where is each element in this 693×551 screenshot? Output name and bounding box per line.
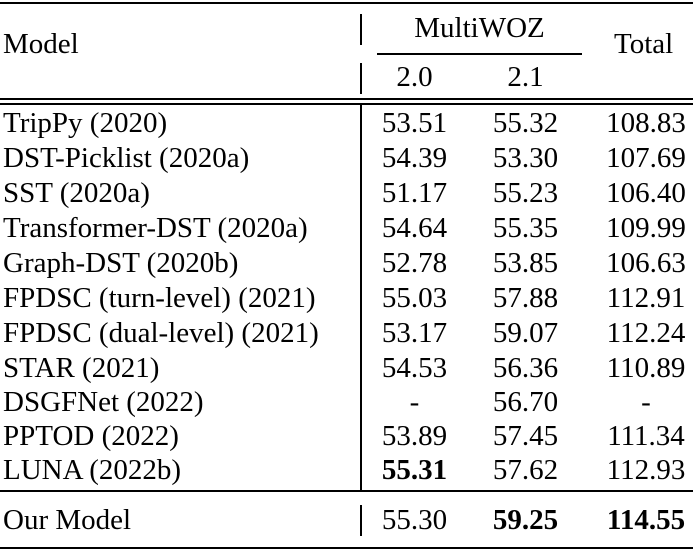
score-total: - [641, 386, 651, 418]
model-name: FPDSC (dual-level) (2021) [3, 317, 319, 349]
score-2-0: 54.53 [381, 352, 448, 384]
header-separator-2 [360, 63, 362, 94]
score-2-1: 59.07 [492, 317, 559, 349]
score-total: 114.55 [606, 504, 686, 536]
score-total: 111.34 [607, 420, 685, 452]
body-separator [360, 104, 362, 490]
model-name: DST-Picklist (2020a) [3, 142, 250, 174]
score-2-0: 51.17 [381, 177, 448, 209]
score-2-0: 53.17 [381, 317, 448, 349]
score-2-0: 54.39 [381, 142, 448, 174]
top-rule [0, 2, 693, 4]
final-row-separator [360, 505, 362, 536]
score-2-1: 55.35 [492, 212, 559, 244]
model-name: STAR (2021) [3, 352, 160, 384]
header-rule-2 [0, 103, 693, 105]
score-2-1: 57.88 [492, 282, 559, 314]
score-2-0: 53.89 [381, 420, 448, 452]
score-2-0: 52.78 [381, 247, 448, 279]
header-multiwoz: MultiWOZ [414, 12, 545, 44]
score-total: 109.99 [606, 212, 686, 244]
score-total: 106.63 [606, 247, 686, 279]
score-2-1: 57.45 [492, 420, 559, 452]
score-2-0: 55.31 [381, 454, 448, 486]
score-2-1: 53.30 [492, 142, 559, 174]
score-total: 112.91 [606, 282, 686, 314]
header-separator-1 [360, 14, 362, 45]
score-total: 108.83 [606, 107, 686, 139]
model-name: Transformer-DST (2020a) [3, 212, 308, 244]
model-name: DSGFNet (2022) [3, 386, 204, 418]
score-total: 112.93 [606, 454, 686, 486]
model-name: LUNA (2022b) [3, 454, 182, 486]
score-total: 112.24 [606, 317, 686, 349]
model-name: FPDSC (turn-level) (2021) [3, 282, 316, 314]
score-2-0: 53.51 [381, 107, 448, 139]
score-total: 110.89 [606, 352, 686, 384]
score-2-1: 56.36 [492, 352, 559, 384]
header-total: Total [614, 28, 674, 60]
score-total: 107.69 [606, 142, 686, 174]
score-2-1: 56.70 [492, 386, 559, 418]
model-name: TripPy (2020) [3, 107, 168, 139]
score-total: 106.40 [606, 177, 686, 209]
score-2-0: - [409, 386, 420, 418]
score-2-1: 57.62 [492, 454, 559, 486]
model-name: SST (2020a) [3, 177, 150, 209]
score-2-1: 59.25 [492, 504, 559, 536]
score-2-1: 55.32 [492, 107, 559, 139]
model-name: Our Model [3, 504, 132, 536]
header-2-0: 2.0 [396, 61, 433, 93]
score-2-1: 53.85 [492, 247, 559, 279]
multiwoz-underline [377, 53, 582, 55]
header-2-1: 2.1 [507, 61, 544, 93]
score-2-0: 54.64 [381, 212, 448, 244]
score-2-1: 55.23 [492, 177, 559, 209]
header-rule-1 [0, 98, 693, 100]
model-name: PPTOD (2022) [3, 420, 179, 452]
score-2-0: 55.03 [381, 282, 448, 314]
model-name: Graph-DST (2020b) [3, 247, 239, 279]
header-model: Model [3, 28, 79, 60]
body-bottom-rule [0, 490, 693, 492]
score-2-0: 55.30 [381, 504, 448, 536]
bottom-rule [0, 547, 693, 549]
